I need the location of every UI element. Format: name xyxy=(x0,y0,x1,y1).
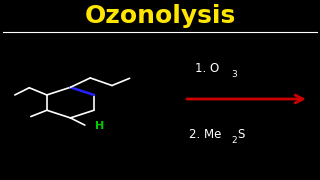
Text: 2. Me: 2. Me xyxy=(189,129,221,141)
Text: H: H xyxy=(95,122,104,131)
Text: 2: 2 xyxy=(231,136,237,145)
Text: 1. O: 1. O xyxy=(195,62,220,75)
Text: S: S xyxy=(237,129,245,141)
Text: Ozonolysis: Ozonolysis xyxy=(84,4,236,28)
Text: 3: 3 xyxy=(231,70,237,79)
